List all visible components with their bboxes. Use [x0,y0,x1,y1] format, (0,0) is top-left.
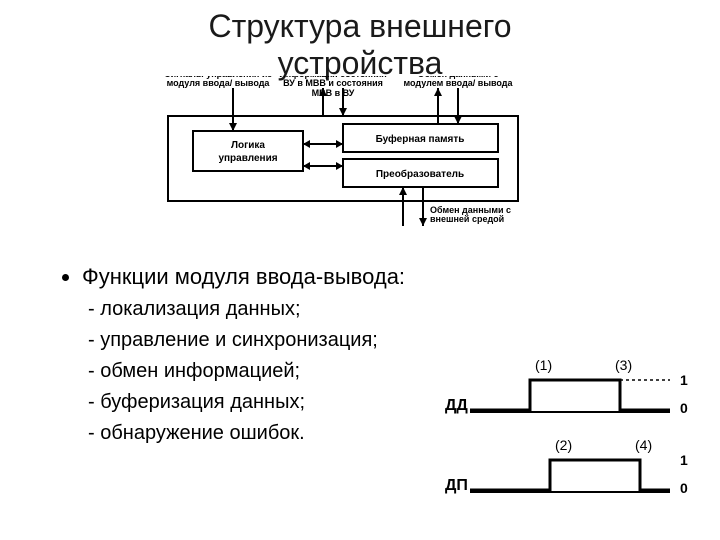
timing-row-1-mark-0: (2) [555,437,572,453]
timing-row-0-mark-0: (1) [535,357,552,373]
bullet-item-2: - обмен информацией; [60,356,440,387]
block-converter-label: Преобразователь [376,168,464,180]
bullet-item-1: - управление и синхронизация; [60,325,440,356]
timing-row-0-hi: 1 [680,372,688,388]
timing-row-1-label: ДП [445,477,468,494]
label-top-right-fo: Обмен данными с модулем ввода/ вывода [398,76,518,110]
bullet-list: Функции модуля ввода-вывода: - локализац… [60,260,440,449]
timing-diagram: ДД (1) (3) 1 0 ДП (2) (4) 1 0 [440,350,700,520]
timing-row-0-wave [470,380,670,410]
label-bottom-right: Обмен данными с внешней средой [430,206,538,225]
block-diagram: Логика управления Буферная память Преобр… [148,76,538,236]
label-top-mid: Информация состояния ВУ в МВВ и состояни… [273,76,393,98]
label-top-left: Сигналы управления из модуля ввода/ выво… [163,76,273,89]
block-logic [193,131,303,171]
timing-row-1-mark-1: (4) [635,437,652,453]
timing-row-0-lo: 0 [680,400,688,416]
label-bottom-right-fo: Обмен данными с внешней средой [430,206,538,236]
block-diagram-svg: Логика управления Буферная память Преобр… [148,76,538,236]
timing-row-1-wave [470,460,670,490]
bullet-item-3: - буферизация данных; [60,387,440,418]
bullet-heading: Функции модуля ввода-вывода: [82,260,440,294]
block-buffer-label: Буферная память [376,133,465,145]
title-line-1: Структура внешнего [208,8,511,44]
slide: Структура внешнего устройства Логика упр… [0,0,720,540]
slide-title: Структура внешнего устройства [0,0,720,82]
label-top-left-fo: Сигналы управления из модуля ввода/ выво… [163,76,273,110]
timing-row-0-mark-1: (3) [615,357,632,373]
label-top-right: Обмен данными с модулем ввода/ вывода [398,76,518,89]
timing-row-0-label: ДД [445,397,468,414]
block-logic-label-2: управления [218,153,277,164]
block-logic-label-1: Логика [231,140,265,151]
timing-svg: ДД (1) (3) 1 0 ДП (2) (4) 1 0 [440,350,700,520]
timing-row-1-lo: 0 [680,480,688,496]
bullet-item-0: - локализация данных; [60,294,440,325]
arrowhead-b-dn [419,218,427,226]
timing-row-1-hi: 1 [680,452,688,468]
label-top-mid-fo: Информация состояния ВУ в МВВ и состояни… [273,76,393,110]
bullet-item-4: - обнаружение ошибок. [60,418,440,449]
